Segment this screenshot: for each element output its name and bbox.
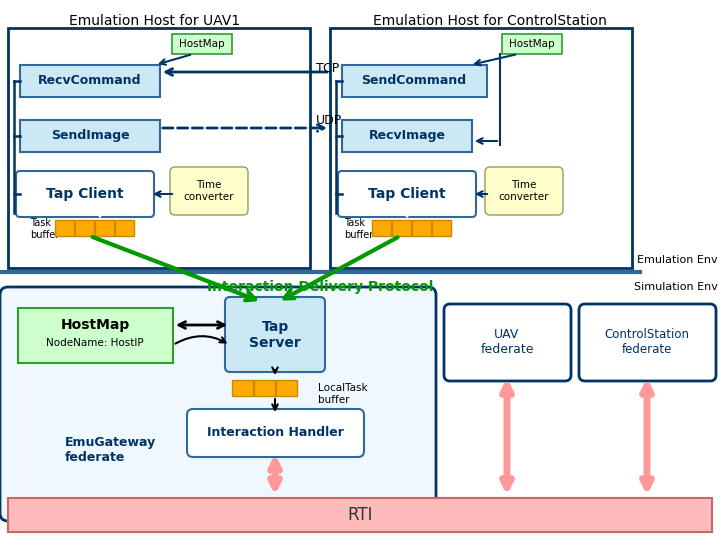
Bar [330, 28, 632, 268]
Text: HostMap: HostMap [60, 318, 130, 332]
Bar [115, 220, 134, 236]
Text: Emulation Host for UAV1: Emulation Host for UAV1 [69, 14, 240, 28]
Bar [8, 498, 712, 532]
Bar [432, 220, 451, 236]
Text: SendCommand: SendCommand [361, 75, 467, 87]
Bar [342, 65, 487, 97]
FancyBboxPatch shape [187, 409, 364, 457]
Text: RecvImage: RecvImage [369, 130, 446, 143]
Bar [20, 120, 160, 152]
Text: HostMap: HostMap [179, 39, 225, 49]
FancyBboxPatch shape [0, 287, 436, 521]
Bar [276, 380, 297, 396]
FancyBboxPatch shape [225, 297, 325, 372]
Text: NodeName: HostIP: NodeName: HostIP [46, 338, 144, 348]
Text: Tap Client: Tap Client [368, 187, 446, 201]
Bar [254, 380, 275, 396]
Bar [232, 380, 253, 396]
Text: Task
buffer: Task buffer [30, 218, 59, 240]
Text: Emulation Host for ControlStation: Emulation Host for ControlStation [373, 14, 607, 28]
Bar [18, 308, 173, 363]
Bar [342, 120, 472, 152]
Bar [95, 220, 114, 236]
Text: UDP: UDP [316, 113, 342, 126]
Text: SendImage: SendImage [50, 130, 130, 143]
Text: EmuGateway
federate: EmuGateway federate [65, 436, 156, 464]
Bar [412, 220, 431, 236]
Text: HostMap: HostMap [509, 39, 555, 49]
Bar [75, 220, 94, 236]
Bar [8, 28, 310, 268]
Text: Simulation Env: Simulation Env [634, 282, 718, 292]
Bar [392, 220, 411, 236]
Bar [55, 220, 74, 236]
Text: Time
converter: Time converter [499, 180, 549, 202]
Text: RecvCommand: RecvCommand [38, 75, 142, 87]
Bar [20, 65, 160, 97]
FancyBboxPatch shape [170, 167, 248, 215]
Text: TCP: TCP [316, 62, 339, 75]
Text: Interaction Handler: Interaction Handler [207, 427, 343, 440]
Text: LocalTask
buffer: LocalTask buffer [318, 383, 368, 404]
Bar [372, 220, 391, 236]
Text: Time
converter: Time converter [184, 180, 234, 202]
Bar [502, 34, 562, 54]
Text: Interaction Delivery Protocol: Interaction Delivery Protocol [207, 280, 433, 294]
Text: RTI: RTI [347, 506, 373, 524]
FancyBboxPatch shape [16, 171, 154, 217]
Text: Emulation Env: Emulation Env [637, 255, 718, 265]
Text: Task
buffer: Task buffer [344, 218, 373, 240]
Text: Tap Client: Tap Client [46, 187, 124, 201]
FancyBboxPatch shape [444, 304, 571, 381]
Text: ControlStation
federate: ControlStation federate [605, 328, 690, 356]
Bar [172, 34, 232, 54]
Text: UAV
federate: UAV federate [480, 328, 534, 356]
FancyBboxPatch shape [338, 171, 476, 217]
Text: Tap
Server: Tap Server [249, 320, 301, 350]
FancyBboxPatch shape [485, 167, 563, 215]
FancyBboxPatch shape [579, 304, 716, 381]
